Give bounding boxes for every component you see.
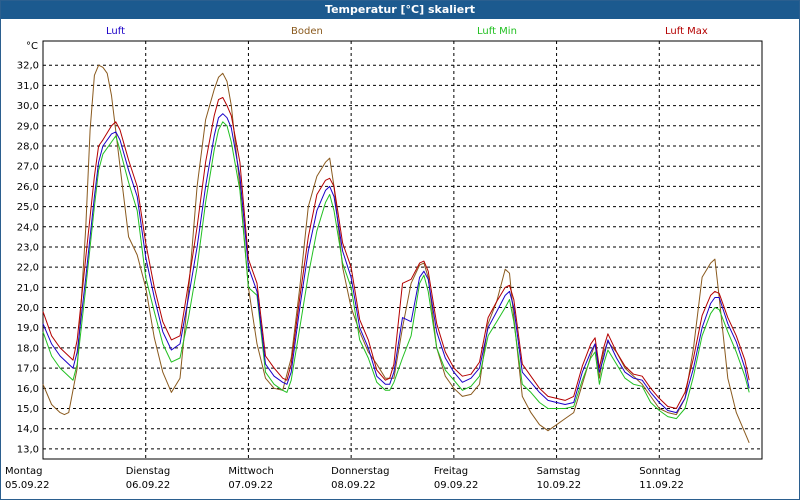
y-tick-label: 31,0 bbox=[17, 81, 39, 92]
legend-luft-min: Luft Min bbox=[477, 26, 517, 37]
y-tick-label: 21,0 bbox=[17, 283, 39, 294]
y-tick-label: 22,0 bbox=[17, 263, 39, 274]
day-name: Mittwoch bbox=[228, 466, 274, 477]
legend-boden: Boden bbox=[291, 26, 323, 37]
y-tick-label: 28,0 bbox=[17, 142, 39, 153]
y-tick-label: 15,0 bbox=[17, 404, 39, 415]
y-tick-label: 23,0 bbox=[17, 242, 39, 253]
y-tick-label: 32,0 bbox=[17, 61, 39, 72]
legend-luft-max: Luft Max bbox=[665, 26, 708, 37]
series-line-luft-min bbox=[42, 121, 750, 420]
day-label: Sonntag 11.09.22 bbox=[639, 465, 684, 493]
chart-title: Temperatur [°C] skaliert bbox=[1, 1, 799, 19]
day-label: Freitag 09.09.22 bbox=[434, 465, 479, 493]
day-date: 07.09.22 bbox=[228, 480, 273, 491]
day-name: Samstag bbox=[536, 466, 581, 477]
y-tick-label: 25,0 bbox=[17, 202, 39, 213]
y-tick-label: 19,0 bbox=[17, 323, 39, 334]
legend-luft: Luft bbox=[106, 26, 125, 37]
series-line-luft bbox=[42, 113, 750, 414]
y-tick-label: 26,0 bbox=[17, 182, 39, 193]
y-tick-label: 27,0 bbox=[17, 162, 39, 173]
y-tick-label: 20,0 bbox=[17, 303, 39, 314]
series-line-luft-max bbox=[42, 97, 750, 409]
y-tick-label: 18,0 bbox=[17, 343, 39, 354]
series-line-boden bbox=[42, 64, 750, 443]
y-tick-label: 24,0 bbox=[17, 222, 39, 233]
day-label: Dienstag 06.09.22 bbox=[126, 465, 171, 493]
y-tick-label: 14,0 bbox=[17, 424, 39, 435]
day-name: Montag bbox=[5, 466, 43, 477]
day-name: Freitag bbox=[433, 466, 469, 477]
day-name: Donnerstag bbox=[331, 466, 390, 477]
day-date: 10.09.22 bbox=[536, 480, 582, 491]
y-tick-label: 30,0 bbox=[17, 101, 39, 112]
y-tick-label: 17,0 bbox=[17, 364, 39, 375]
y-axis-unit: °C bbox=[26, 41, 38, 52]
day-date: 05.09.22 bbox=[5, 480, 50, 491]
day-date: 06.09.22 bbox=[125, 480, 171, 491]
day-date: 11.09.22 bbox=[639, 480, 684, 491]
day-label: Donnerstag 08.09.22 bbox=[331, 465, 389, 493]
y-tick-label: 16,0 bbox=[17, 384, 39, 395]
y-tick-labels: 32,0 31,0 30,0 29,0 28,0 27,0 26,0 25,0 24,0 23,0… bbox=[17, 61, 39, 456]
day-label: Mittwoch 07.09.22 bbox=[228, 465, 273, 493]
day-name: Dienstag bbox=[125, 466, 171, 477]
plot-area bbox=[42, 40, 763, 460]
series-lines bbox=[42, 64, 750, 443]
day-label: Montag 05.09.22 bbox=[5, 465, 50, 493]
grid bbox=[43, 41, 762, 459]
day-label: Samstag 10.09.22 bbox=[537, 465, 582, 493]
day-date: 08.09.22 bbox=[331, 480, 376, 491]
y-tick-label: 13,0 bbox=[17, 444, 39, 455]
y-tick-label: 29,0 bbox=[17, 121, 39, 132]
day-name: Sonntag bbox=[639, 466, 681, 477]
day-date: 09.09.22 bbox=[433, 480, 479, 491]
